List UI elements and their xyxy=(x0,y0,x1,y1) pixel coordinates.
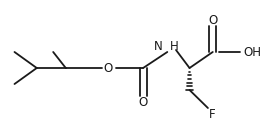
Text: O: O xyxy=(208,14,217,26)
Text: O: O xyxy=(139,95,148,108)
Text: F: F xyxy=(209,108,215,120)
Text: OH: OH xyxy=(244,46,262,59)
Text: O: O xyxy=(104,62,113,75)
Text: N: N xyxy=(154,39,162,52)
Text: H: H xyxy=(170,39,179,52)
